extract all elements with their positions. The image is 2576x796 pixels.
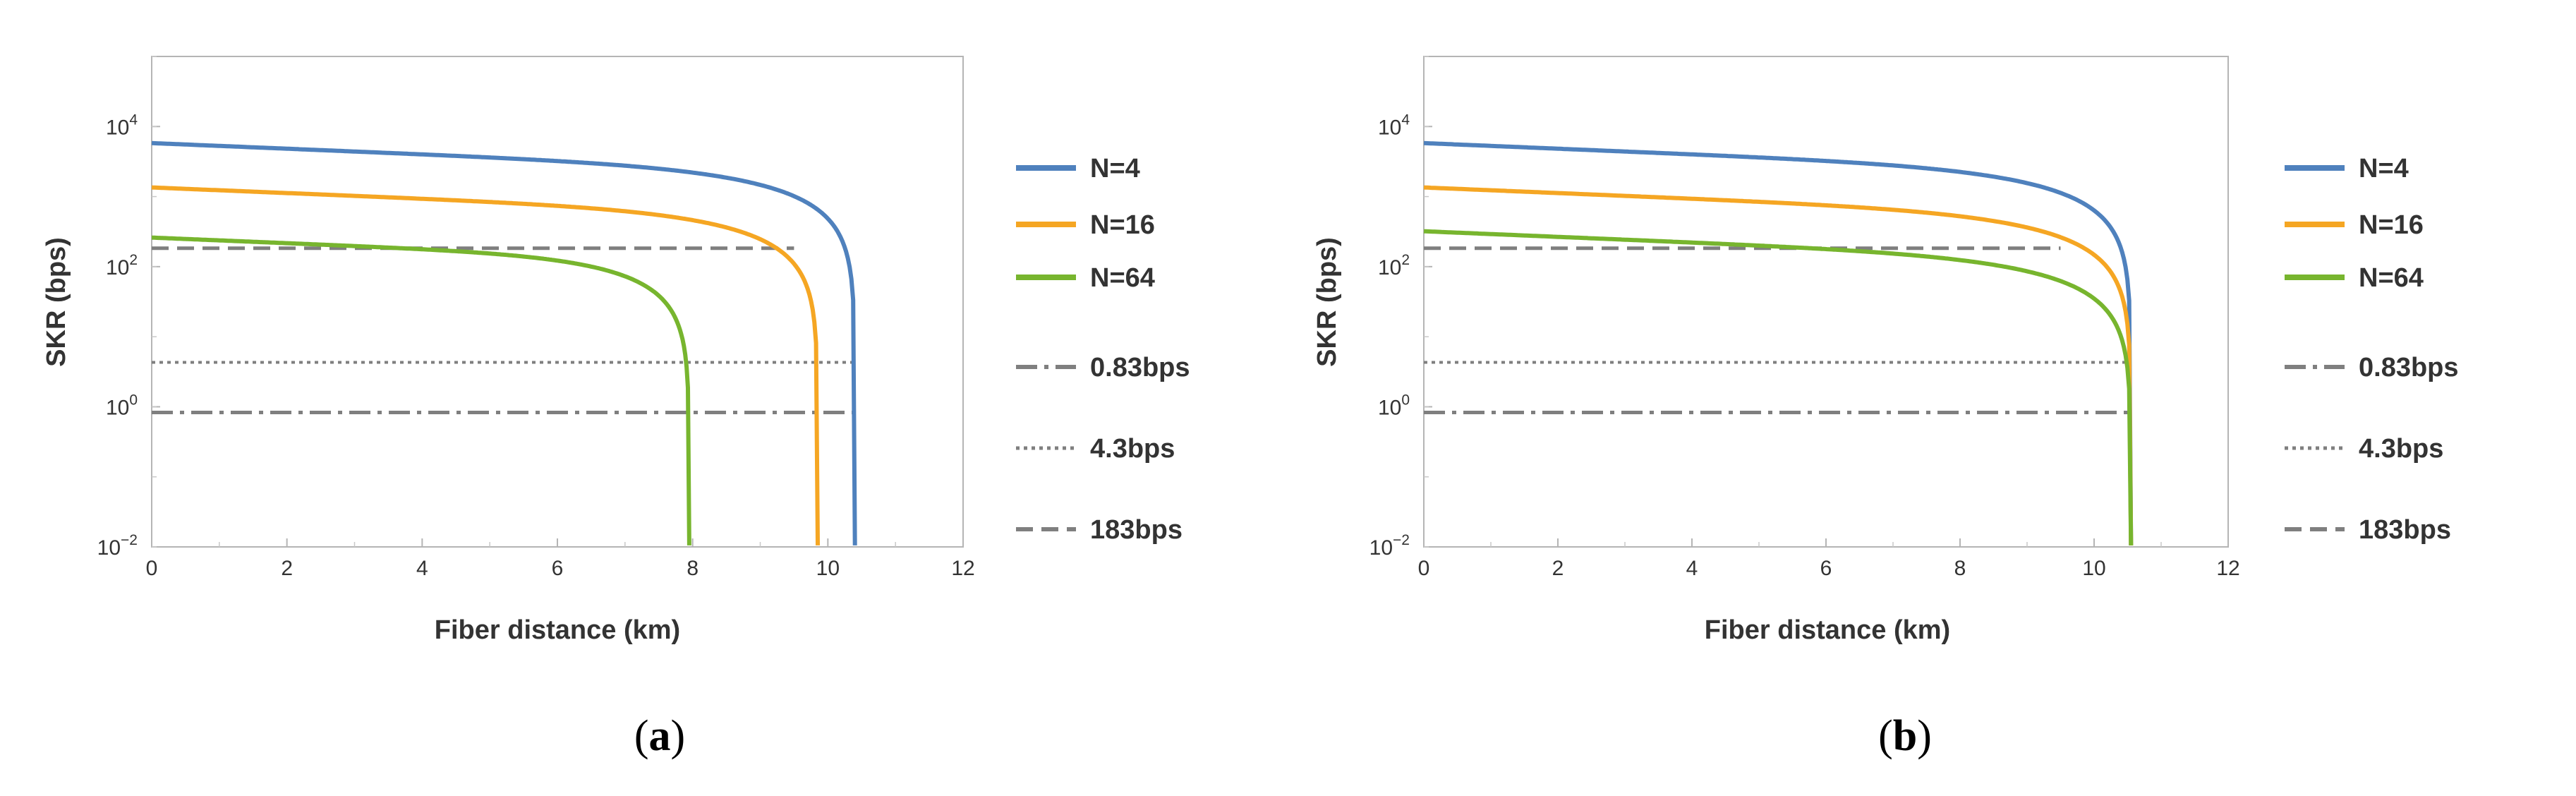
- series-line: [151, 185, 820, 545]
- x-axis-title-b: Fiber distance (km): [1705, 615, 1950, 645]
- b-thresholds: [1424, 246, 2128, 414]
- legend-label: 4.3bps: [2359, 434, 2443, 464]
- legend-label: 4.3bps: [1090, 434, 1175, 464]
- a-series: [150, 140, 857, 545]
- y-tick-label: 102: [1378, 252, 1410, 279]
- x-tick-label: 12: [951, 557, 974, 580]
- b-series: [1423, 140, 2134, 545]
- legend-label: N=16: [1090, 210, 1155, 240]
- a-axes: 0 2 4 6 8 10 12 104 102 100 10−2: [97, 56, 975, 580]
- b-axes: 0 2 4 6 8 10 12 104 102 100 10−2: [1369, 56, 2240, 580]
- y-axis-title-b: SKR (bps): [1312, 237, 1342, 367]
- a-thresholds: [152, 246, 855, 414]
- y-tick-label: 10−2: [97, 532, 138, 560]
- panel-a: 0 2 4 6 8 10 12 104 102 100 10−2 Fiber distance (k…: [42, 56, 1190, 760]
- legend-label: 0.83bps: [1090, 353, 1190, 382]
- y-axis-title-a: SKR (bps): [42, 237, 71, 367]
- x-tick-label: 8: [1954, 557, 1966, 580]
- series-line: [151, 140, 857, 545]
- y-tick-label: 100: [1378, 392, 1410, 419]
- panel-label-a: (a): [634, 712, 685, 760]
- legend-label: 183bps: [2359, 515, 2451, 545]
- x-tick-label: 6: [552, 557, 564, 580]
- panel-label-b: (b): [1878, 712, 1932, 760]
- series-line: [150, 235, 691, 545]
- x-tick-label: 0: [1418, 557, 1430, 580]
- legend-a: N=4 N=16 N=64 0.83bps 4.3bps 183bps: [1016, 154, 1190, 545]
- series-line: [1423, 140, 2134, 545]
- legend-label: N=4: [1090, 154, 1140, 183]
- legend-label: 183bps: [1090, 515, 1183, 545]
- legend-label: 0.83bps: [2359, 353, 2459, 382]
- legend-label: N=64: [1090, 263, 1155, 293]
- y-tick-label: 100: [106, 392, 138, 419]
- x-tick-label: 2: [1552, 557, 1564, 580]
- legend-label: N=16: [2359, 210, 2424, 240]
- x-tick-label: 8: [687, 557, 699, 580]
- plot-frame-a: [151, 56, 964, 548]
- y-tick-label: 104: [1378, 111, 1410, 139]
- x-tick-label: 10: [816, 557, 840, 580]
- x-tick-label: 10: [2082, 557, 2105, 580]
- x-tick-label: 0: [146, 557, 158, 580]
- series-line: [1423, 229, 2134, 545]
- x-tick-label: 4: [416, 557, 428, 580]
- legend-label: N=4: [2359, 154, 2409, 183]
- legend-label: N=64: [2359, 263, 2424, 293]
- plot-frame-b: [1423, 56, 2229, 548]
- panel-b: 0 2 4 6 8 10 12 104 102 100 10−2 Fiber distance (k…: [1312, 56, 2459, 760]
- legend-b: N=4 N=16 N=64 0.83bps 4.3bps 183bps: [2285, 154, 2459, 545]
- x-tick-label: 12: [2216, 557, 2239, 580]
- x-tick-label: 2: [281, 557, 293, 580]
- y-tick-label: 10−2: [1369, 532, 1410, 560]
- x-axis-title-a: Fiber distance (km): [435, 615, 680, 645]
- y-tick-label: 104: [106, 111, 138, 139]
- y-tick-label: 102: [106, 252, 138, 279]
- x-tick-label: 4: [1686, 557, 1698, 580]
- series-line: [1423, 185, 2134, 545]
- x-tick-label: 6: [1820, 557, 1832, 580]
